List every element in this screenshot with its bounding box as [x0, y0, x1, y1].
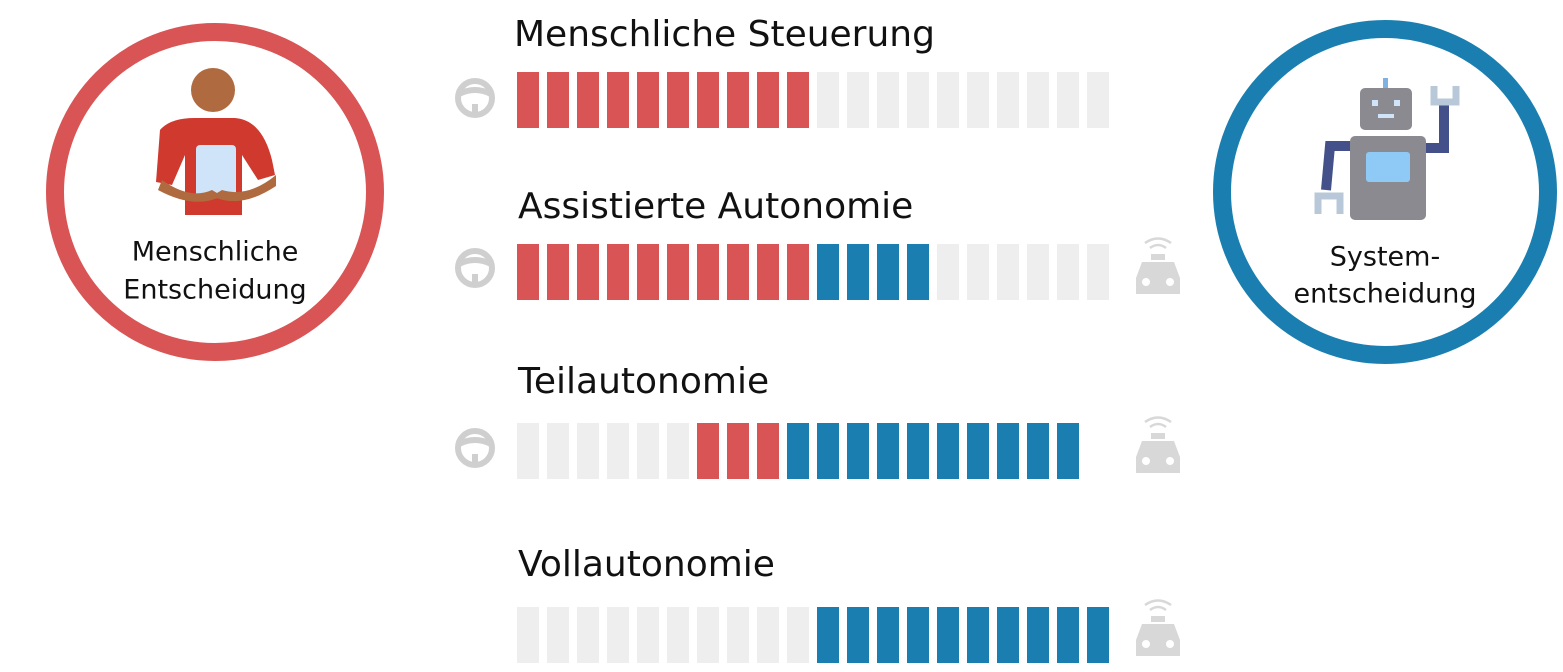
segment: [517, 423, 539, 479]
segment: [787, 423, 809, 479]
segment: [967, 72, 989, 128]
robot-icon: [1314, 78, 1460, 220]
person-icon: [156, 68, 276, 215]
segment: [1027, 72, 1049, 128]
segment: [547, 244, 569, 300]
segment: [937, 423, 959, 479]
segment: [817, 72, 839, 128]
segment: [607, 244, 629, 300]
segment: [997, 607, 1019, 663]
segment: [907, 72, 929, 128]
segment: [877, 244, 899, 300]
segment: [847, 423, 869, 479]
segment: [997, 423, 1019, 479]
decision-circle: [1213, 20, 1557, 364]
segment: [757, 72, 779, 128]
segment: [787, 607, 809, 663]
segment: [1027, 423, 1049, 479]
segment: [967, 423, 989, 479]
segment: [547, 72, 569, 128]
segment: [907, 607, 929, 663]
row-title: Teilautonomie: [517, 361, 769, 402]
segment: [1027, 244, 1049, 300]
segment: [577, 423, 599, 479]
segment: [907, 244, 929, 300]
segment: [1087, 607, 1109, 663]
segment: [847, 607, 869, 663]
segment: [1057, 244, 1079, 300]
segment: [517, 244, 539, 300]
segment: [937, 607, 959, 663]
segment: [877, 607, 899, 663]
segment: [547, 607, 569, 663]
segment: [517, 72, 539, 128]
segment: [607, 423, 629, 479]
circle-label: System-: [1330, 242, 1440, 273]
segment: [937, 72, 959, 128]
segment: [817, 607, 839, 663]
segment: [937, 244, 959, 300]
segment: [577, 244, 599, 300]
segment: [577, 72, 599, 128]
segment: [757, 607, 779, 663]
segment: [757, 244, 779, 300]
segment: [727, 607, 749, 663]
segment: [667, 423, 689, 479]
segment: [637, 607, 659, 663]
segment: [997, 244, 1019, 300]
circle-label: entscheidung: [1294, 279, 1477, 310]
segment: [787, 244, 809, 300]
segment: [727, 244, 749, 300]
segment: [637, 72, 659, 128]
segment: [907, 423, 929, 479]
segment: [1057, 607, 1079, 663]
row-title: Vollautonomie: [518, 544, 775, 585]
segment: [697, 423, 719, 479]
circle-label: Entscheidung: [123, 275, 306, 306]
segment: [967, 607, 989, 663]
segment: [847, 244, 869, 300]
segment: [787, 72, 809, 128]
segment: [877, 423, 899, 479]
segment: [697, 72, 719, 128]
segment: [637, 423, 659, 479]
segment: [817, 423, 839, 479]
segment: [637, 244, 659, 300]
segment: [667, 244, 689, 300]
segment: [967, 244, 989, 300]
segment: [727, 72, 749, 128]
segment: [1087, 244, 1109, 300]
segment: [697, 607, 719, 663]
segment: [877, 72, 899, 128]
segment: [1057, 72, 1079, 128]
car-icons: [1136, 237, 1180, 656]
segment: [517, 607, 539, 663]
segment: [607, 607, 629, 663]
row-title: Assistierte Autonomie: [518, 186, 913, 227]
segment: [547, 423, 569, 479]
segment: [997, 72, 1019, 128]
segment: [607, 72, 629, 128]
row-title: Menschliche Steuerung: [514, 14, 935, 55]
segment: [727, 423, 749, 479]
steering-icons: [455, 78, 495, 468]
segment: [667, 72, 689, 128]
segment: [1087, 72, 1109, 128]
segment: [1057, 423, 1079, 479]
decision-circle: [46, 23, 384, 361]
segment: [667, 607, 689, 663]
segment: [577, 607, 599, 663]
segment: [1027, 607, 1049, 663]
circle-label: Menschliche: [132, 237, 299, 268]
segment: [697, 244, 719, 300]
segment: [817, 244, 839, 300]
segment: [757, 423, 779, 479]
segment: [847, 72, 869, 128]
